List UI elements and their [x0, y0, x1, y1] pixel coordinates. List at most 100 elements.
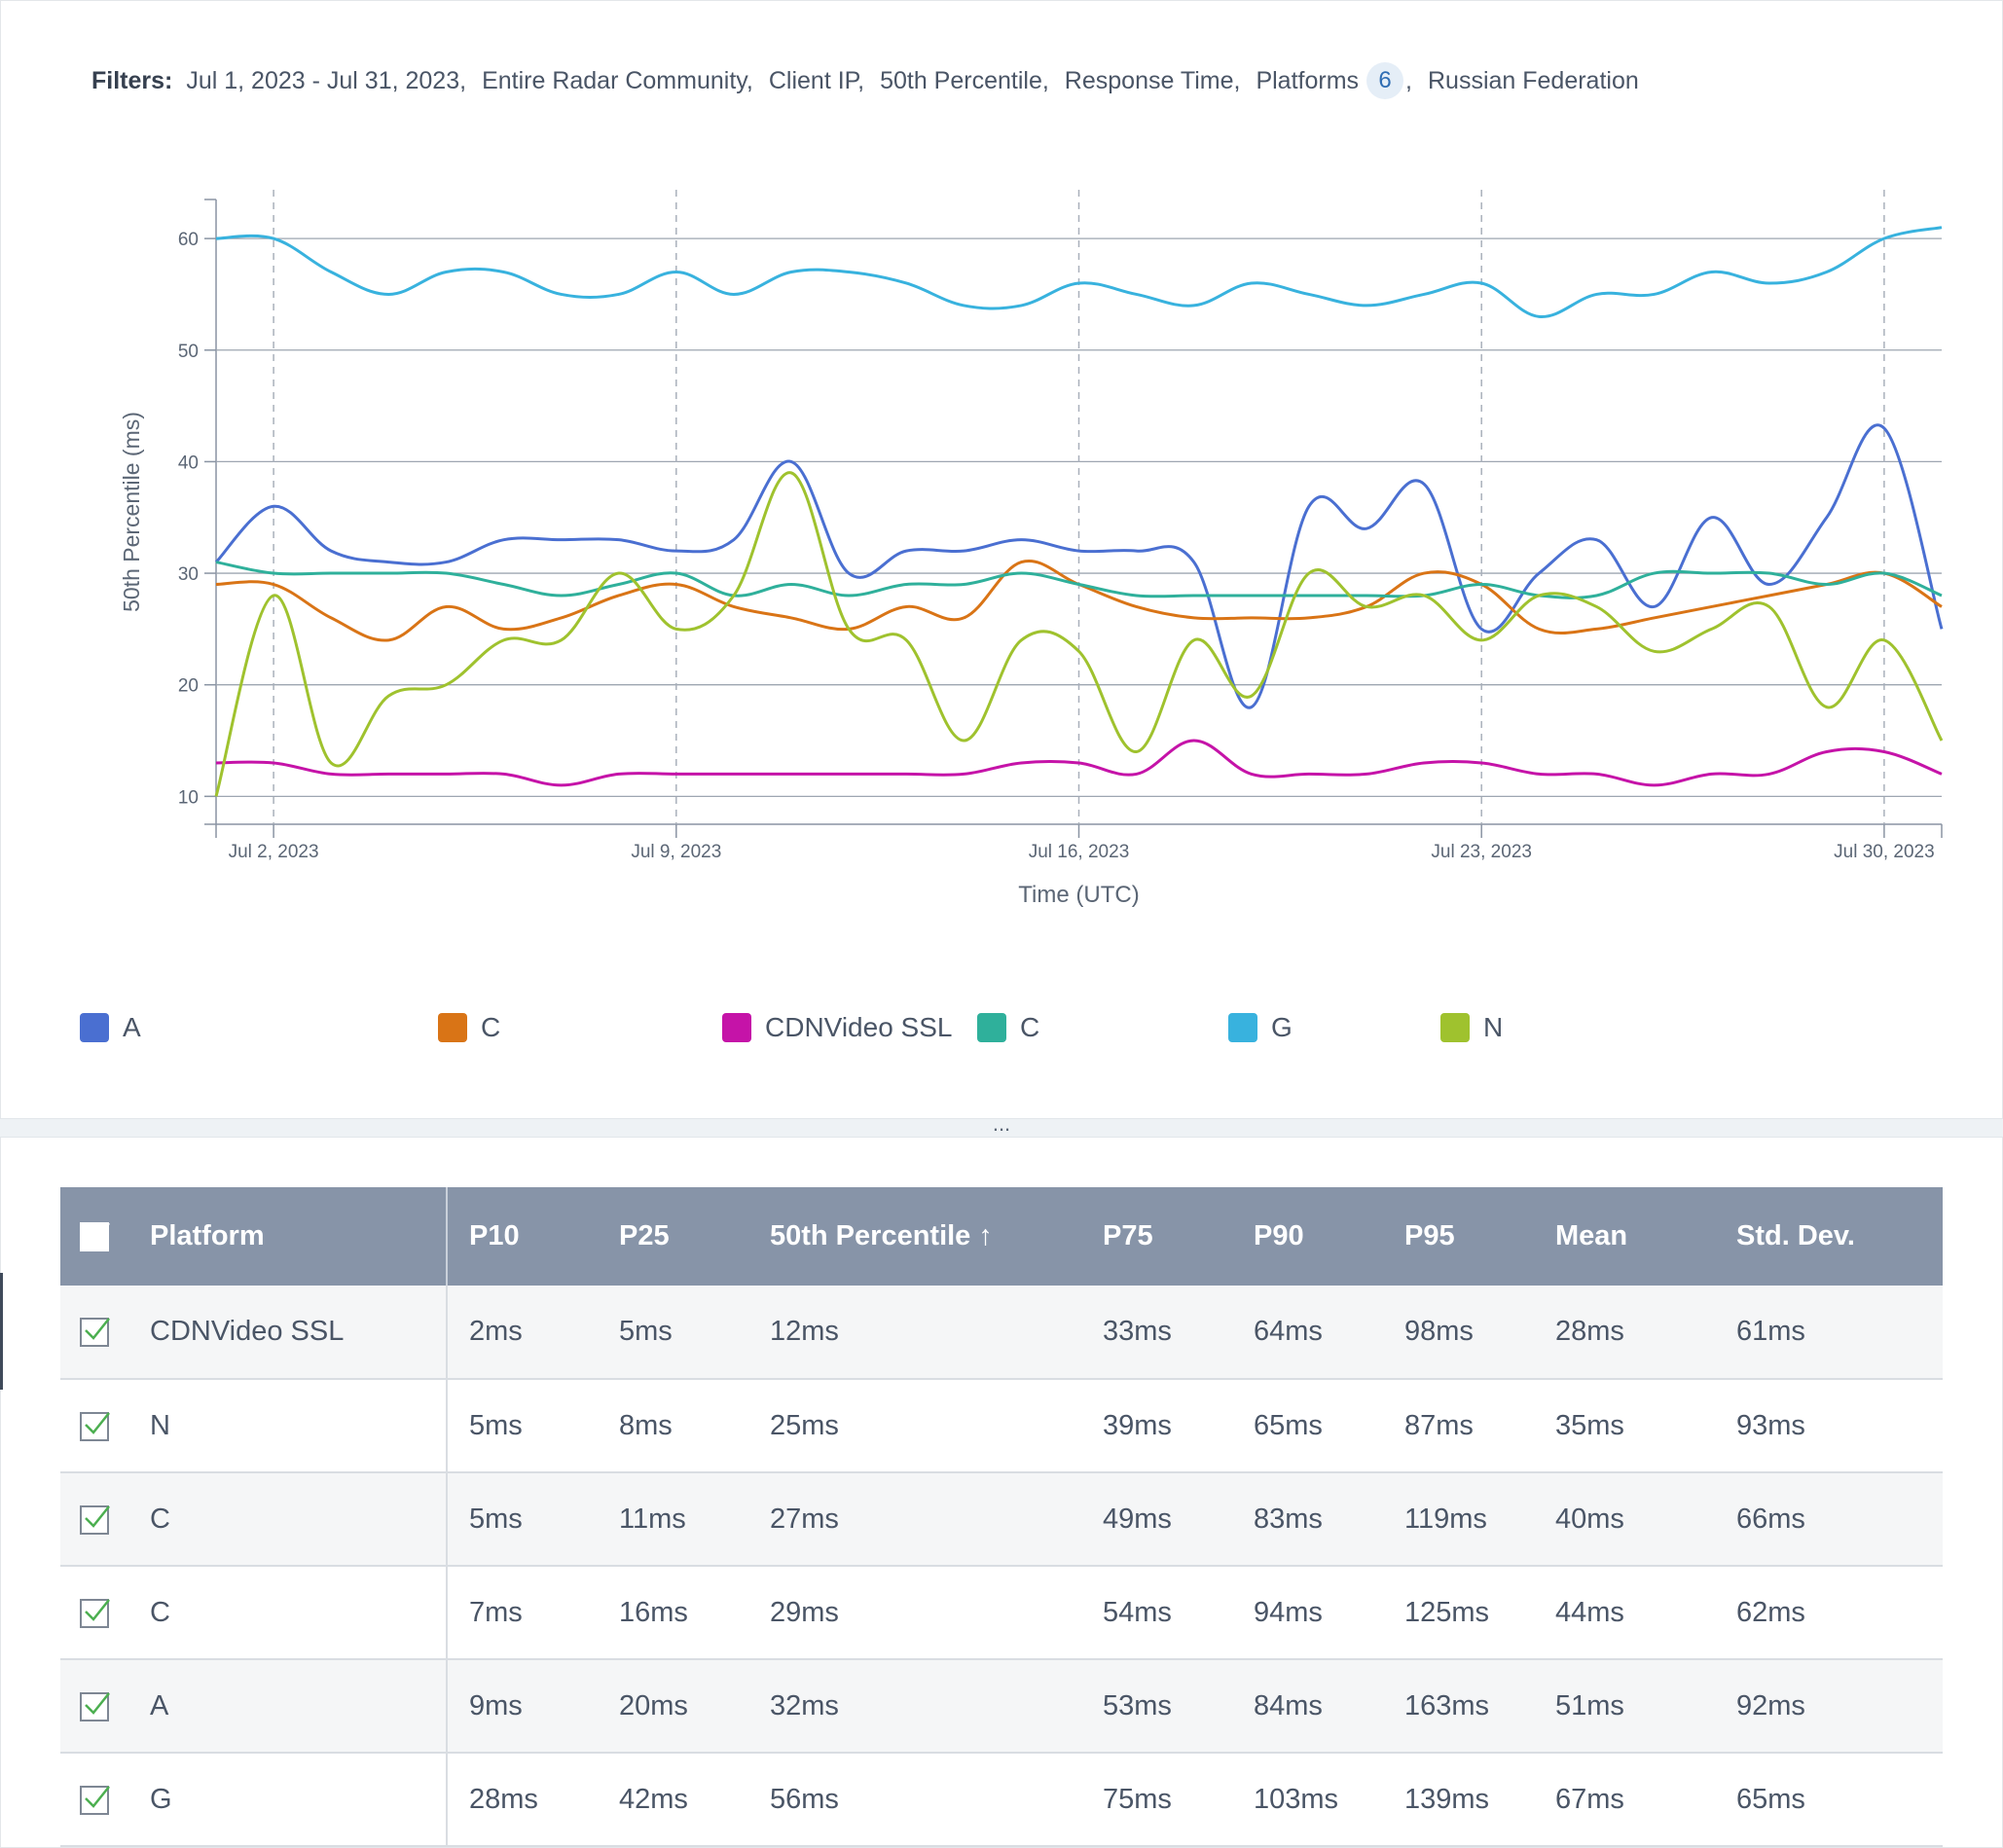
- cell-p90: 65ms: [1232, 1379, 1383, 1473]
- legend-swatch: [1440, 1013, 1470, 1042]
- cell-p50: 12ms: [748, 1286, 1081, 1380]
- series-line-2: [215, 739, 1943, 787]
- legend-label: C: [481, 1012, 501, 1042]
- cell-mean: 51ms: [1534, 1659, 1715, 1754]
- cell-p25: 5ms: [598, 1286, 748, 1380]
- cell-std-dev: 61ms: [1715, 1286, 1943, 1380]
- cell-p75: 53ms: [1081, 1659, 1232, 1754]
- legend-swatch: [722, 1013, 751, 1042]
- row-checkbox[interactable]: [80, 1504, 110, 1535]
- row-select-cell[interactable]: [60, 1566, 128, 1660]
- header-p50[interactable]: 50th Percentile ↑: [748, 1187, 1081, 1286]
- platforms-count-badge[interactable]: 6: [1366, 62, 1404, 99]
- header-platform[interactable]: Platform: [128, 1187, 448, 1286]
- row-select-cell[interactable]: [60, 1286, 128, 1380]
- y-tick-label: 20: [178, 676, 199, 697]
- check-icon: [85, 1222, 110, 1246]
- table-row[interactable]: G 28ms 42ms 56ms 75ms 103ms 139ms 67ms 65ms: [60, 1753, 1943, 1847]
- y-axis-title: 50th Percentile (ms): [119, 412, 144, 612]
- cell-p95: 98ms: [1383, 1286, 1534, 1380]
- row-select-cell[interactable]: [60, 1472, 128, 1567]
- header-std-dev[interactable]: Std. Dev.: [1715, 1187, 1943, 1286]
- cell-p50: 32ms: [748, 1659, 1081, 1754]
- filter-community[interactable]: Entire Radar Community,: [482, 66, 753, 94]
- cell-mean: 44ms: [1534, 1566, 1715, 1660]
- series-line-0: [214, 423, 1944, 709]
- row-checkbox[interactable]: [80, 1318, 110, 1348]
- row-checkbox[interactable]: [80, 1785, 110, 1815]
- table-row[interactable]: A 9ms 20ms 32ms 53ms 84ms 163ms 51ms 92ms: [60, 1659, 1943, 1754]
- row-checkbox[interactable]: [80, 1598, 110, 1628]
- filter-date-range[interactable]: Jul 1, 2023 - Jul 31, 2023,: [186, 66, 467, 94]
- row-checkbox[interactable]: [80, 1411, 110, 1441]
- legend-swatch: [977, 1013, 1006, 1042]
- cell-p25: 8ms: [598, 1379, 748, 1473]
- cell-platform: G: [128, 1753, 448, 1847]
- cell-p90: 64ms: [1232, 1286, 1383, 1380]
- cell-p50: 27ms: [748, 1472, 1081, 1567]
- cell-platform: A: [128, 1659, 448, 1754]
- filter-percentile[interactable]: 50th Percentile,: [880, 66, 1049, 94]
- cell-p10: 5ms: [447, 1379, 598, 1473]
- legend-item[interactable]: C: [438, 1012, 500, 1043]
- legend-label: C: [1020, 1012, 1040, 1042]
- y-tick-label: 10: [178, 787, 199, 808]
- cell-std-dev: 65ms: [1715, 1753, 1943, 1847]
- table-row[interactable]: CDNVideo SSL 2ms 5ms 12ms 33ms 64ms 98ms 28ms 61…: [60, 1286, 1943, 1380]
- resize-handle-dots: ...: [992, 1111, 1011, 1136]
- table-row[interactable]: C 7ms 16ms 29ms 54ms 94ms 125ms 44ms 62ms: [60, 1566, 1943, 1660]
- legend-label: G: [1271, 1012, 1293, 1042]
- panel-resize-handle[interactable]: ...: [0, 1113, 2003, 1138]
- select-all-checkbox[interactable]: [80, 1222, 110, 1252]
- cell-p10: 9ms: [447, 1659, 598, 1754]
- x-tick-label: Jul 16, 2023: [1029, 842, 1130, 862]
- header-p95[interactable]: P95: [1383, 1187, 1534, 1286]
- row-select-cell[interactable]: [60, 1379, 128, 1473]
- check-icon: [85, 1599, 110, 1621]
- x-tick-label: Jul 9, 2023: [631, 842, 721, 862]
- legend-item[interactable]: C: [977, 1012, 1039, 1043]
- filter-country[interactable]: Russian Federation: [1427, 66, 1639, 94]
- cell-p50: 25ms: [748, 1379, 1081, 1473]
- x-axis-title: Time (UTC): [1018, 882, 1139, 908]
- cell-p75: 54ms: [1081, 1566, 1232, 1660]
- filters-label: Filters:: [91, 66, 173, 94]
- header-p90[interactable]: P90: [1232, 1187, 1383, 1286]
- cell-p25: 20ms: [598, 1659, 748, 1754]
- header-p10[interactable]: P10: [447, 1187, 598, 1286]
- legend-label: CDNVideo SSL: [765, 1012, 953, 1042]
- row-select-cell[interactable]: [60, 1659, 128, 1754]
- cell-p90: 83ms: [1232, 1472, 1383, 1567]
- check-icon: [85, 1505, 110, 1528]
- line-chart: 10 20 30 40 50 60 Jul 2, 2023 Jul 9, 2023 Jul 16…: [107, 185, 1956, 924]
- y-tick-label: 40: [178, 453, 199, 473]
- row-select-cell[interactable]: [60, 1753, 128, 1847]
- legend-item[interactable]: CDNVideo SSL: [722, 1012, 952, 1043]
- filter-metric[interactable]: Response Time,: [1064, 66, 1241, 94]
- cell-p10: 2ms: [447, 1286, 598, 1380]
- cell-platform: N: [128, 1379, 448, 1473]
- cell-p95: 139ms: [1383, 1753, 1534, 1847]
- header-p25[interactable]: P25: [598, 1187, 748, 1286]
- row-checkbox[interactable]: [80, 1691, 110, 1721]
- table-row[interactable]: C 5ms 11ms 27ms 49ms 83ms 119ms 40ms 66ms: [60, 1472, 1943, 1567]
- y-tick-label: 30: [178, 564, 199, 585]
- cell-p50: 56ms: [748, 1753, 1081, 1847]
- header-mean[interactable]: Mean: [1534, 1187, 1715, 1286]
- cell-mean: 40ms: [1534, 1472, 1715, 1567]
- legend-item[interactable]: G: [1228, 1012, 1293, 1043]
- cell-std-dev: 92ms: [1715, 1659, 1943, 1754]
- cell-std-dev: 62ms: [1715, 1566, 1943, 1660]
- cell-platform: CDNVideo SSL: [128, 1286, 448, 1380]
- filter-platforms[interactable]: Platforms: [1256, 66, 1360, 94]
- header-select-all[interactable]: [60, 1187, 128, 1286]
- legend-item[interactable]: A: [80, 1012, 141, 1043]
- legend-item[interactable]: N: [1440, 1012, 1503, 1043]
- table-row[interactable]: N 5ms 8ms 25ms 39ms 65ms 87ms 35ms 93ms: [60, 1379, 1943, 1473]
- cell-p10: 28ms: [447, 1753, 598, 1847]
- header-p75[interactable]: P75: [1081, 1187, 1232, 1286]
- series-line-3: [215, 561, 1943, 599]
- filter-client-ip[interactable]: Client IP,: [768, 66, 865, 94]
- x-tick-label: Jul 2, 2023: [229, 842, 319, 862]
- cell-p95: 87ms: [1383, 1379, 1534, 1473]
